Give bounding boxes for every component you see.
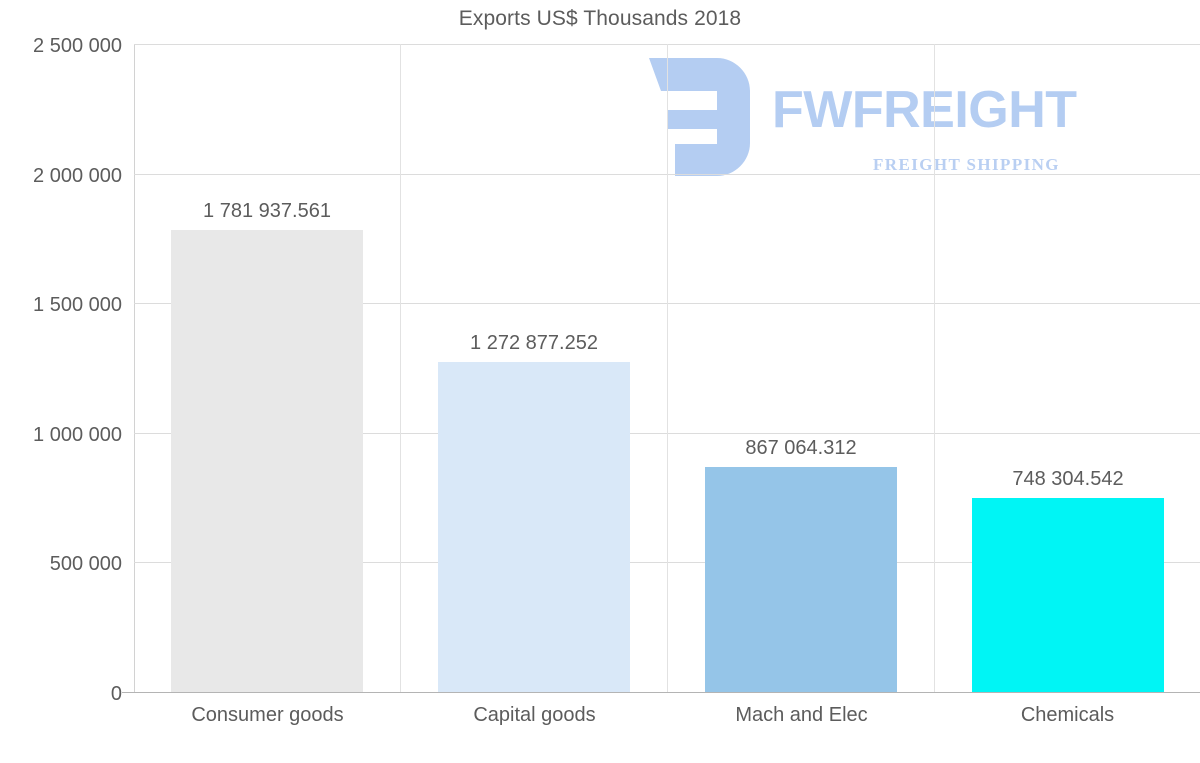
chart-title: Exports US$ Thousands 2018: [458, 7, 742, 30]
bar-value-label: 1 781 937.561: [203, 200, 331, 222]
y-axis-tick-label: 1 000 000: [33, 424, 122, 446]
y-axis-line: [134, 44, 135, 693]
bar-mach-and-elec[interactable]: [705, 467, 897, 692]
bar-chemicals[interactable]: [972, 498, 1164, 692]
x-axis-label-mach-and-elec: Mach and Elec: [735, 704, 868, 726]
y-axis-tick-label: 1 500 000: [33, 294, 122, 316]
bar-value-label: 867 064.312: [745, 437, 857, 459]
gridline-vertical: [667, 44, 668, 692]
bar-consumer-goods[interactable]: [171, 230, 363, 692]
x-axis-line: [122, 692, 1200, 693]
y-axis-tick-label: 500 000: [49, 553, 122, 575]
gridline-vertical: [400, 44, 401, 692]
bar-value-label: 1 272 877.252: [470, 332, 598, 354]
bar-capital-goods[interactable]: [438, 362, 630, 692]
x-axis-label-chemicals: Chemicals: [1020, 704, 1115, 726]
plot-area: 1 781 937.561 1 272 877.252 867 064.312 …: [134, 44, 1200, 692]
y-axis-tick-label: 2 500 000: [33, 35, 122, 57]
bar-value-label: 748 304.542: [1012, 468, 1124, 490]
x-axis-label-consumer-goods: Consumer goods: [191, 704, 344, 726]
y-axis-tick-label: 0: [110, 683, 122, 705]
gridline-vertical: [934, 44, 935, 692]
x-axis-label-capital-goods: Capital goods: [473, 704, 596, 726]
y-axis-tick-label: 2 000 000: [33, 165, 122, 187]
